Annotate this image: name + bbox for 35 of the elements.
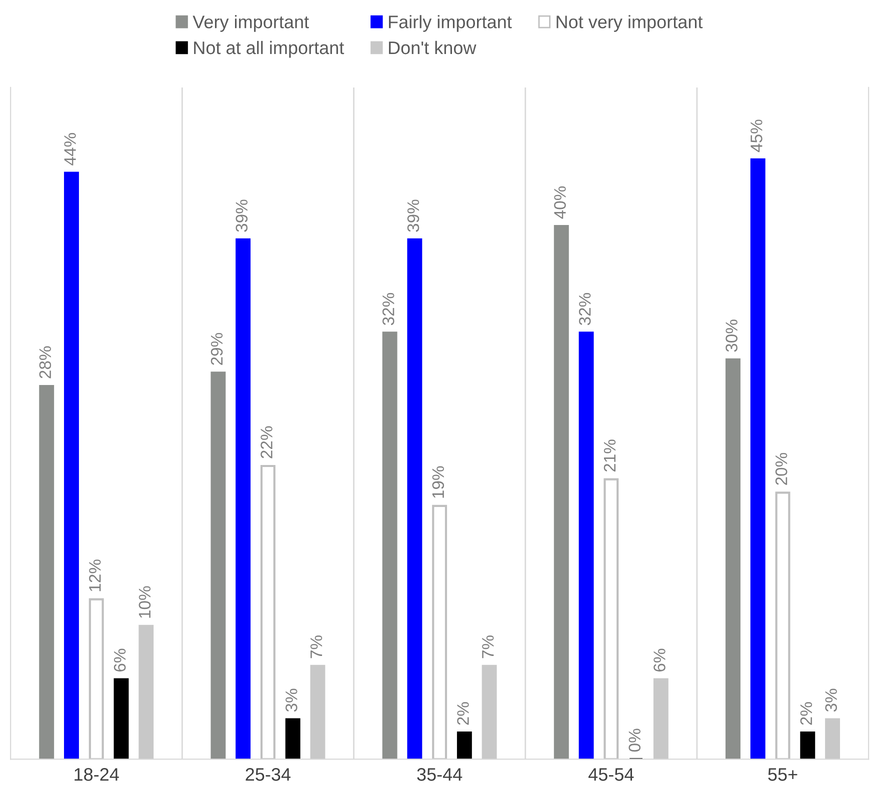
legend-label: Very important [192,15,309,32]
legend-label: Not very important [556,15,703,32]
data-label: 6% [114,648,126,672]
data-label: 20% [775,452,788,485]
x-tick-label: 35-44 [417,768,462,781]
legend-label: Not at all important [194,40,344,58]
x-tick-label: 25-34 [246,768,291,781]
data-label: 12% [89,560,101,592]
data-label: 29% [210,332,223,365]
legend-label: Don't know [388,40,476,54]
x-tick-label: 45-54 [588,768,634,781]
data-label: 2% [457,702,469,725]
data-label: 45% [750,120,762,152]
data-label: 3% [825,688,837,712]
data-label: 32% [578,292,591,326]
data-label: 28% [39,346,52,378]
data-label: 10% [138,586,151,618]
data-label: 19% [432,466,444,498]
data-label: 44% [64,133,76,166]
data-label: 22% [260,426,272,458]
x-tick-label: 55+ [768,768,798,781]
data-label: 3% [286,688,298,712]
data-label: 40% [554,186,566,219]
data-label: 21% [604,440,616,472]
legend-label: Fairly important [388,15,512,32]
data-label: 6% [654,648,666,672]
data-label: 7% [310,635,322,658]
data-label: 39% [407,200,420,232]
data-label: 7% [482,635,494,658]
data-label: 30% [726,320,738,352]
data-label: 39% [236,200,248,232]
data-label: 2% [800,702,812,725]
data-label: 0% [628,728,641,752]
x-tick-label: 18-24 [74,768,119,781]
data-label: 32% [382,292,394,326]
